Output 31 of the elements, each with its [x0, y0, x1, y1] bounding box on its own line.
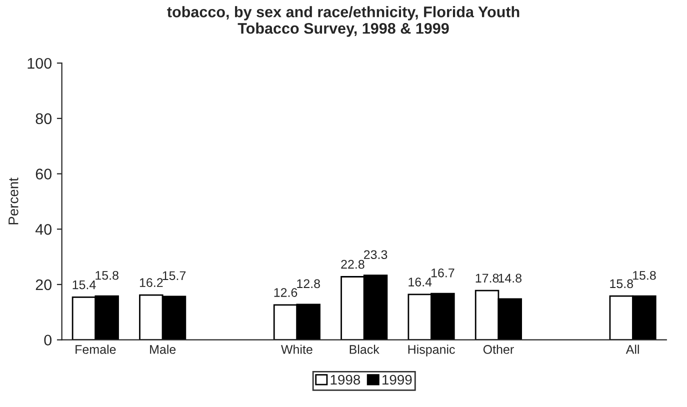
y-tick-label: 80: [36, 113, 52, 124]
chart-title: tobacco, by sex and race/ethnicity, Florida Youth Tobacco Survey, 1998 & 1999: [167, 6, 520, 37]
data-label: 12.6: [274, 288, 298, 297]
x-tick-label: Hispanic: [408, 344, 455, 356]
data-label: 15.4: [72, 280, 96, 290]
data-label: 16.7: [431, 268, 454, 278]
y-tick-label: 100: [28, 58, 52, 69]
data-label: 15.7: [162, 271, 186, 280]
data-label: 22.8: [341, 260, 364, 269]
y-tick-label: 20: [36, 279, 52, 290]
data-label: 14.8: [498, 274, 522, 283]
x-tick-label: White: [281, 344, 312, 354]
x-tick-label: Other: [483, 344, 514, 354]
y-axis-title: Percent: [8, 178, 18, 224]
data-label: 17.8: [476, 274, 499, 283]
data-label: 12.8: [297, 279, 320, 288]
data-label: 15.8: [610, 279, 634, 288]
y-tick-label: 40: [35, 224, 52, 235]
y-tick-label: 0: [44, 334, 52, 346]
x-tick-label: Male: [150, 344, 176, 354]
data-label: 15.8: [96, 270, 118, 280]
x-tick-label: All: [626, 344, 639, 354]
x-tick-label: Female: [76, 344, 116, 354]
y-tick-label: 60: [36, 168, 52, 180]
data-label: 15.8: [633, 270, 656, 280]
data-label: 16.4: [408, 278, 432, 286]
data-label: 23.3: [364, 250, 388, 260]
legend-label: 1999: [382, 374, 412, 385]
x-tick-label: Black: [350, 344, 380, 354]
legend-label: 1998: [330, 374, 360, 385]
data-label: 16.2: [140, 278, 163, 288]
